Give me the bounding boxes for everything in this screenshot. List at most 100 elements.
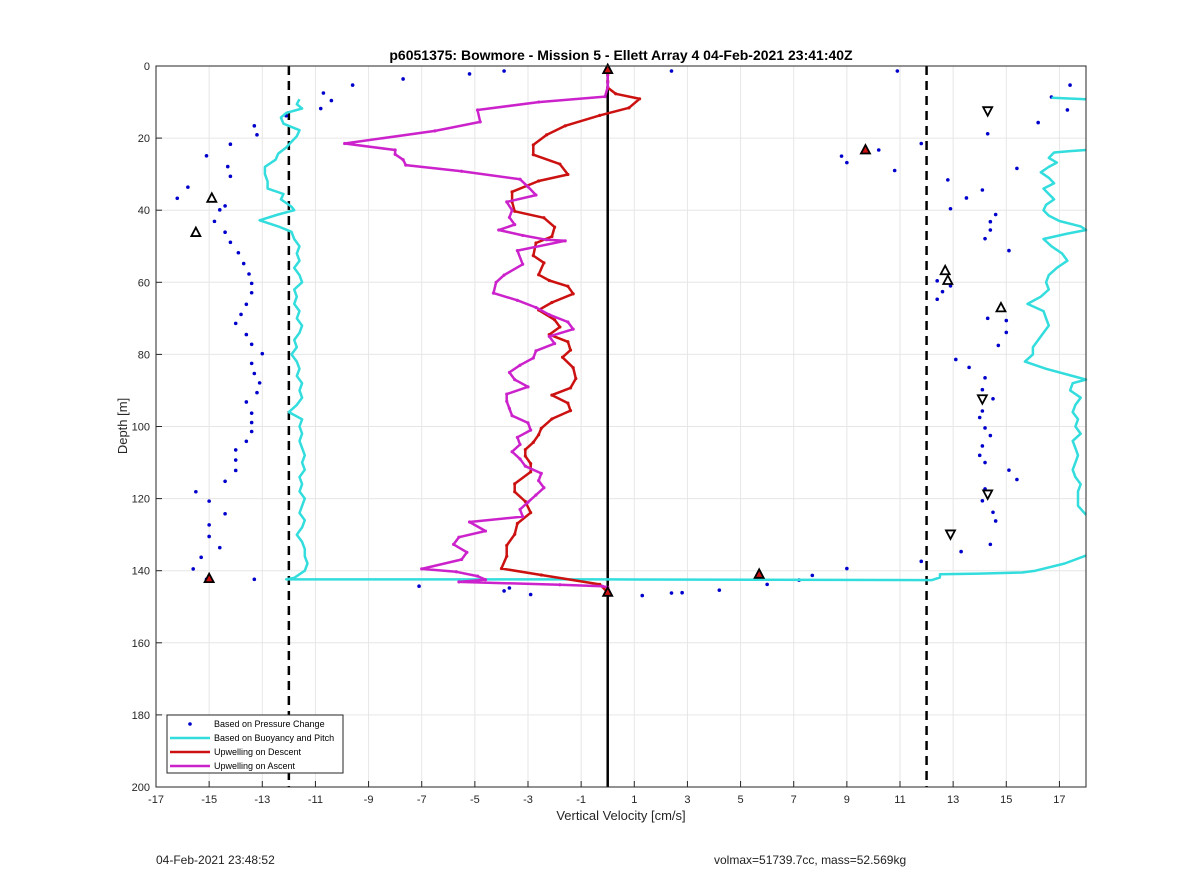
point-based-on-pressure-change bbox=[507, 586, 512, 590]
vertex-upwelling-on-ascent bbox=[518, 363, 522, 367]
vertex-upwelling-on-descent bbox=[552, 225, 557, 229]
vertex-upwelling-on-ascent bbox=[401, 158, 405, 162]
vertex-upwelling-on-descent bbox=[529, 470, 533, 474]
vertex-upwelling-on-ascent bbox=[518, 457, 522, 461]
point-based-on-pressure-change bbox=[959, 549, 963, 554]
point-based-on-pressure-change bbox=[845, 566, 849, 571]
point-based-on-pressure-change bbox=[223, 204, 227, 208]
legend-swatch-points bbox=[188, 722, 192, 726]
point-based-on-pressure-change bbox=[249, 342, 254, 347]
point-based-on-pressure-change bbox=[810, 573, 815, 578]
vertex-upwelling-on-descent bbox=[552, 318, 557, 322]
point-based-on-pressure-change bbox=[980, 409, 985, 413]
vertex-upwelling-on-ascent bbox=[603, 95, 607, 99]
vertex-upwelling-on-ascent bbox=[502, 273, 506, 277]
vertex-upwelling-on-descent bbox=[505, 543, 509, 548]
point-based-on-pressure-change bbox=[669, 591, 674, 595]
point-based-on-pressure-change bbox=[919, 141, 924, 146]
vertex-upwelling-on-descent bbox=[568, 386, 573, 390]
point-based-on-pressure-change bbox=[318, 106, 323, 111]
vertex-upwelling-on-ascent bbox=[513, 223, 517, 227]
point-based-on-pressure-change bbox=[244, 302, 249, 307]
point-based-on-pressure-change bbox=[669, 69, 674, 73]
triangle-up-marker bbox=[205, 191, 218, 203]
vertex-upwelling-on-ascent bbox=[475, 574, 480, 578]
point-based-on-pressure-change bbox=[948, 284, 953, 288]
point-based-on-pressure-change bbox=[175, 196, 180, 201]
triangle-up-marker bbox=[203, 571, 216, 584]
point-based-on-pressure-change bbox=[233, 458, 238, 462]
vertex-upwelling-on-ascent bbox=[483, 529, 488, 533]
vertex-upwelling-on-descent bbox=[534, 241, 538, 245]
x-tick-label: -9 bbox=[364, 794, 374, 806]
vertex-upwelling-on-ascent bbox=[526, 500, 530, 504]
point-based-on-pressure-change bbox=[207, 499, 211, 503]
y-tick-label: 0 bbox=[144, 61, 150, 73]
point-based-on-pressure-change bbox=[985, 131, 990, 136]
x-tick-label: 3 bbox=[684, 794, 690, 806]
point-based-on-pressure-change bbox=[640, 593, 645, 598]
x-ticks: -17 -15 -13 -11 -9 -7 -5 -3 -1 1 3 5 7 9 11 13 15 17 bbox=[148, 781, 1066, 806]
point-based-on-pressure-change bbox=[1068, 83, 1072, 87]
point-based-on-pressure-change bbox=[892, 168, 897, 173]
triangle-down-marker bbox=[981, 489, 994, 501]
point-based-on-pressure-change bbox=[467, 72, 472, 76]
vertex-upwelling-on-ascent bbox=[542, 486, 546, 490]
y-tick-label: 160 bbox=[132, 638, 150, 650]
point-based-on-pressure-change bbox=[199, 555, 203, 560]
vertex-upwelling-on-descent bbox=[523, 454, 527, 458]
vertex-upwelling-on-descent bbox=[523, 447, 527, 452]
vertex-upwelling-on-ascent bbox=[600, 584, 605, 588]
vertex-upwelling-on-descent bbox=[574, 376, 578, 381]
point-based-on-pressure-change bbox=[996, 343, 1001, 348]
vertex-upwelling-on-descent bbox=[566, 401, 570, 405]
point-based-on-pressure-change bbox=[988, 219, 993, 224]
point-based-on-pressure-change bbox=[217, 208, 222, 212]
point-based-on-pressure-change bbox=[980, 498, 985, 503]
triangle-up-marker bbox=[939, 263, 952, 276]
vertex-upwelling-on-descent bbox=[499, 566, 504, 571]
vertex-upwelling-on-ascent bbox=[545, 238, 549, 242]
x-tick-label: 13 bbox=[947, 794, 959, 806]
vertex-upwelling-on-descent bbox=[513, 482, 517, 486]
vertex-upwelling-on-ascent bbox=[459, 557, 464, 562]
x-axis-label: Vertical Velocity [cm/s] bbox=[556, 808, 685, 823]
vertex-upwelling-on-descent bbox=[566, 172, 570, 177]
point-based-on-pressure-change bbox=[223, 479, 227, 484]
vertex-upwelling-on-ascent bbox=[518, 442, 522, 447]
vertex-upwelling-on-ascent bbox=[515, 298, 519, 302]
point-based-on-pressure-change bbox=[765, 582, 769, 587]
y-tick-label: 120 bbox=[132, 494, 150, 506]
y-tick-label: 20 bbox=[138, 133, 150, 145]
y-tick-label: 180 bbox=[132, 710, 150, 722]
point-based-on-pressure-change bbox=[980, 387, 985, 392]
reference-lines bbox=[287, 66, 928, 787]
vertex-upwelling-on-descent bbox=[558, 162, 562, 166]
point-based-on-pressure-change bbox=[985, 316, 990, 321]
point-based-on-pressure-change bbox=[249, 281, 254, 286]
vertex-upwelling-on-descent bbox=[531, 440, 535, 444]
point-based-on-pressure-change bbox=[1015, 477, 1019, 482]
series-layer bbox=[175, 69, 1088, 598]
x-tick-label: -5 bbox=[470, 794, 480, 806]
point-based-on-pressure-change bbox=[241, 261, 246, 266]
point-based-on-pressure-change bbox=[255, 390, 259, 395]
point-based-on-pressure-change bbox=[350, 83, 355, 87]
vertex-upwelling-on-ascent bbox=[521, 515, 525, 519]
point-based-on-pressure-change bbox=[988, 228, 993, 232]
vertex-upwelling-on-descent bbox=[505, 554, 509, 558]
vertex-upwelling-on-ascent bbox=[404, 163, 408, 167]
point-based-on-pressure-change bbox=[244, 439, 249, 444]
point-based-on-pressure-change bbox=[1007, 248, 1011, 253]
vertex-upwelling-on-descent bbox=[614, 92, 618, 96]
vertex-upwelling-on-descent bbox=[539, 426, 543, 430]
vertex-upwelling-on-ascent bbox=[505, 200, 509, 204]
vertex-upwelling-on-ascent bbox=[552, 341, 557, 346]
y-tick-label: 200 bbox=[132, 782, 150, 794]
point-based-on-pressure-change bbox=[717, 588, 722, 592]
point-based-on-pressure-change bbox=[228, 142, 233, 147]
point-based-on-pressure-change bbox=[502, 69, 506, 73]
triangle-down-marker bbox=[944, 529, 957, 541]
vertex-upwelling-on-ascent bbox=[537, 478, 541, 483]
vertex-upwelling-on-ascent bbox=[497, 228, 501, 232]
